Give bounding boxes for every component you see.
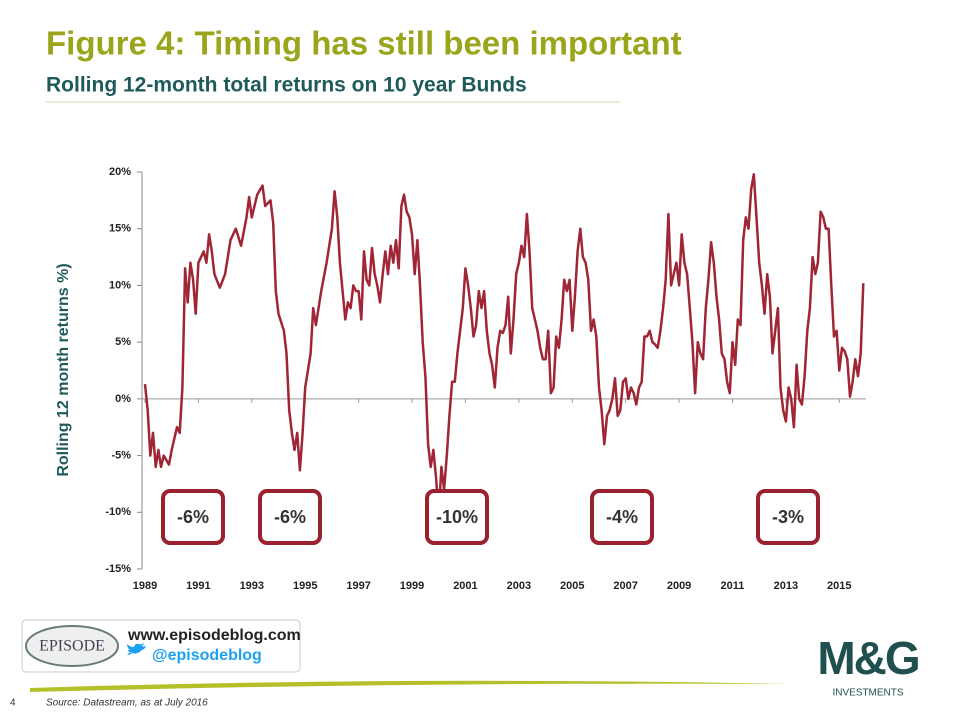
source-note: Source: Datastream, as at July 2016	[46, 698, 208, 709]
annotation-box	[590, 489, 654, 545]
data-line	[143, 173, 865, 517]
website: www.episodeblog.com	[127, 627, 301, 644]
x-tick-label: 1993	[240, 580, 264, 592]
annotation-box	[161, 489, 225, 545]
footer-swoosh	[30, 680, 790, 692]
annotation-box	[425, 489, 489, 545]
chart-title: Figure 4: Timing has still been importan…	[46, 25, 682, 62]
y-tick-label: 20%	[109, 166, 131, 178]
x-tick-label: 2005	[560, 580, 584, 592]
x-tick-label: 2013	[774, 580, 798, 592]
y-tick-label: -15%	[105, 563, 131, 575]
x-tick-label: 2015	[827, 580, 851, 592]
episode-logo: EPISODE	[39, 638, 105, 655]
plot: -15% -10% -5% 0% 5% 10% 15% 20% 1989 1991 1993 1995…	[105, 166, 866, 592]
x-tick-label: 2001	[453, 580, 477, 592]
y-tick-label: -5%	[111, 449, 131, 461]
y-axis-label: Rolling 12 month returns %)	[55, 263, 72, 476]
x-tick-label: 2007	[613, 580, 637, 592]
y-tick-label: 5%	[115, 336, 131, 348]
page-number: 4	[10, 698, 16, 709]
x-tick-label: 1995	[293, 580, 317, 592]
brand-sub: INVESTMENTS	[832, 688, 903, 699]
annotation: -6%	[274, 507, 306, 527]
brand-logo: M&G	[817, 632, 918, 684]
x-tick-label: 1999	[400, 580, 424, 592]
y-tick-label: 15%	[109, 223, 131, 235]
annotation: -10%	[436, 507, 478, 527]
chart-subtitle: Rolling 12-month total returns on 10 yea…	[46, 74, 527, 97]
x-tick-label: 2011	[721, 580, 745, 592]
x-tick-label: 1989	[133, 580, 157, 592]
x-tick-label: 2003	[507, 580, 531, 592]
annotation: -4%	[606, 507, 638, 527]
y-tick-label: 10%	[109, 279, 131, 291]
x-tick-label: 1991	[186, 580, 210, 592]
y-tick-label: -10%	[105, 506, 131, 518]
twitter-handle: @episodeblog	[152, 647, 262, 664]
y-tick-label: 0%	[115, 393, 131, 405]
episode-logo-oval	[25, 625, 119, 667]
annotation: -6%	[177, 507, 209, 527]
twitter-icon	[127, 643, 146, 655]
x-tick-label: 2009	[667, 580, 691, 592]
annotation-box	[258, 489, 322, 545]
annotation-box	[756, 489, 820, 545]
x-tick-label: 1997	[346, 580, 370, 592]
annotation: -3%	[772, 507, 804, 527]
